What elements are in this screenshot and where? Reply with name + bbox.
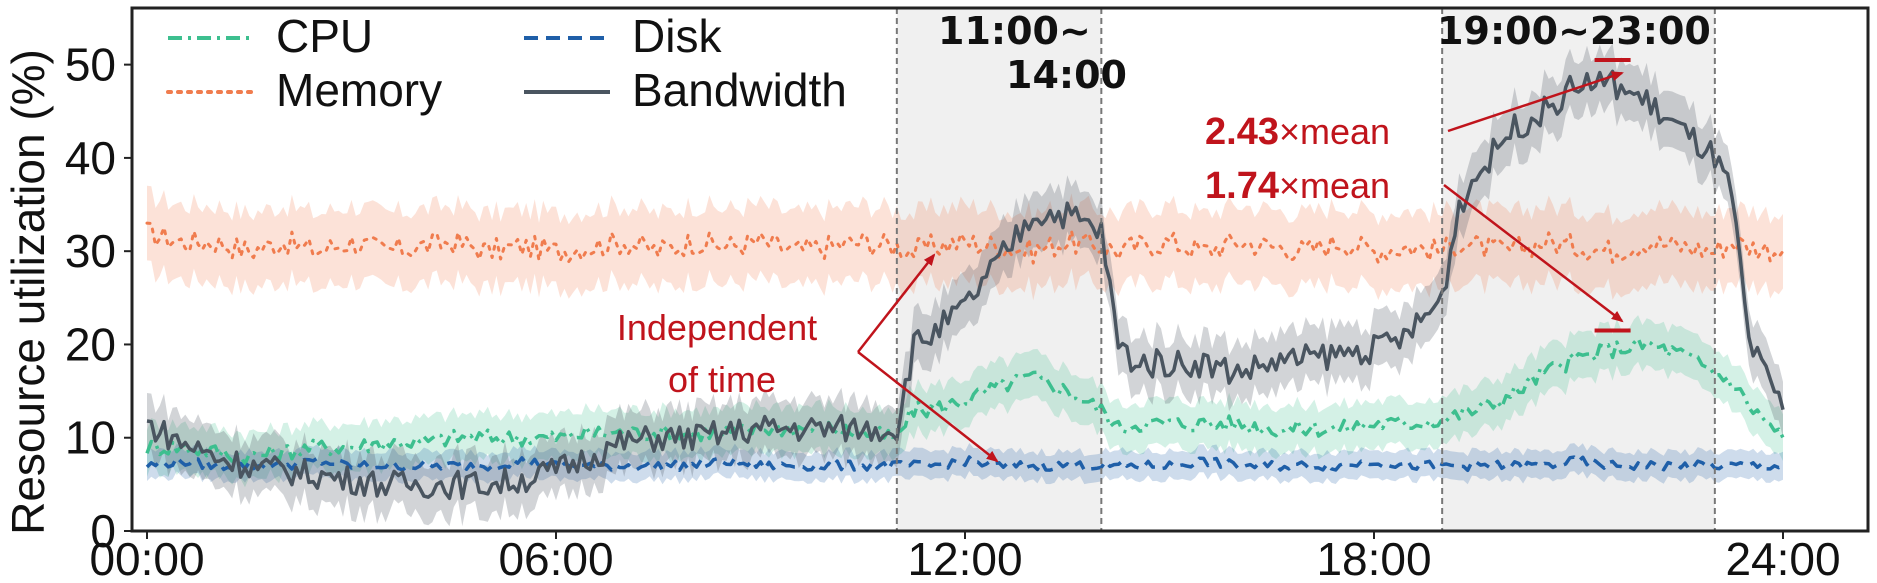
bandwidth-legend-label: Bandwidth [632,64,847,116]
x-tick-label: 12:00 [907,533,1022,583]
disk-legend-label: Disk [632,10,722,62]
annotation-independent-of-time: Independent of time [617,307,827,400]
annotation-arrow-cpu-peak [1443,184,1624,323]
y-tick-label: 40 [65,132,116,184]
window-shade-1 [896,8,1102,531]
x-tick-label: 18:00 [1316,533,1431,583]
window-2-label: 19:00~23:00 [1437,9,1711,53]
bandwidth-series-line [146,69,1785,501]
annotation-bandwidth-peak: 2.43×mean [1205,111,1390,153]
window-labels: 11:00~ 14:00 19:00~23:00 [938,9,1711,97]
y-tick-label: 20 [65,318,116,370]
plot-background [896,8,1715,531]
x-tick-label: 24:00 [1725,533,1840,583]
plot-frame [130,6,1870,533]
memory-legend-label: Memory [276,64,442,116]
y-tick-label: 10 [65,412,116,464]
y-tick-label: 30 [65,225,116,277]
annotation-arrow-memory [857,253,936,353]
y-axis-title: Resource utilization (%) [2,49,54,535]
x-tick-label: 00:00 [89,533,204,583]
disk-series-line [145,455,1784,473]
y-tick-label: 0 [90,505,116,557]
annotation-arrow-bandwidth-peak [1447,71,1624,133]
bandwidth-band [147,43,1783,527]
memory-series-line [145,221,1785,265]
window-shade-2 [1442,8,1715,531]
y-axis: 0 10 20 30 40 50 [65,39,132,557]
annotations: Independent of time 2.43×mean 1.74×mean [617,71,1624,463]
series-lines [145,69,1785,501]
peak-markers [1594,57,1631,333]
memory-band [147,185,1783,301]
window-boundaries [895,8,1716,531]
annotation-cpu-peak: 1.74×mean [1205,165,1390,207]
cpu-legend-label: CPU [276,10,373,62]
cpu-band [147,315,1783,488]
x-tick-label: 06:00 [498,533,613,583]
window-1-label: 11:00~ 14:00 [938,9,1127,97]
y-tick-label: 50 [65,39,116,91]
cpu-series-line [145,336,1785,466]
annotation-arrow-disk [857,351,999,463]
x-axis: 00:00 06:00 12:00 18:00 24:00 [89,531,1841,583]
